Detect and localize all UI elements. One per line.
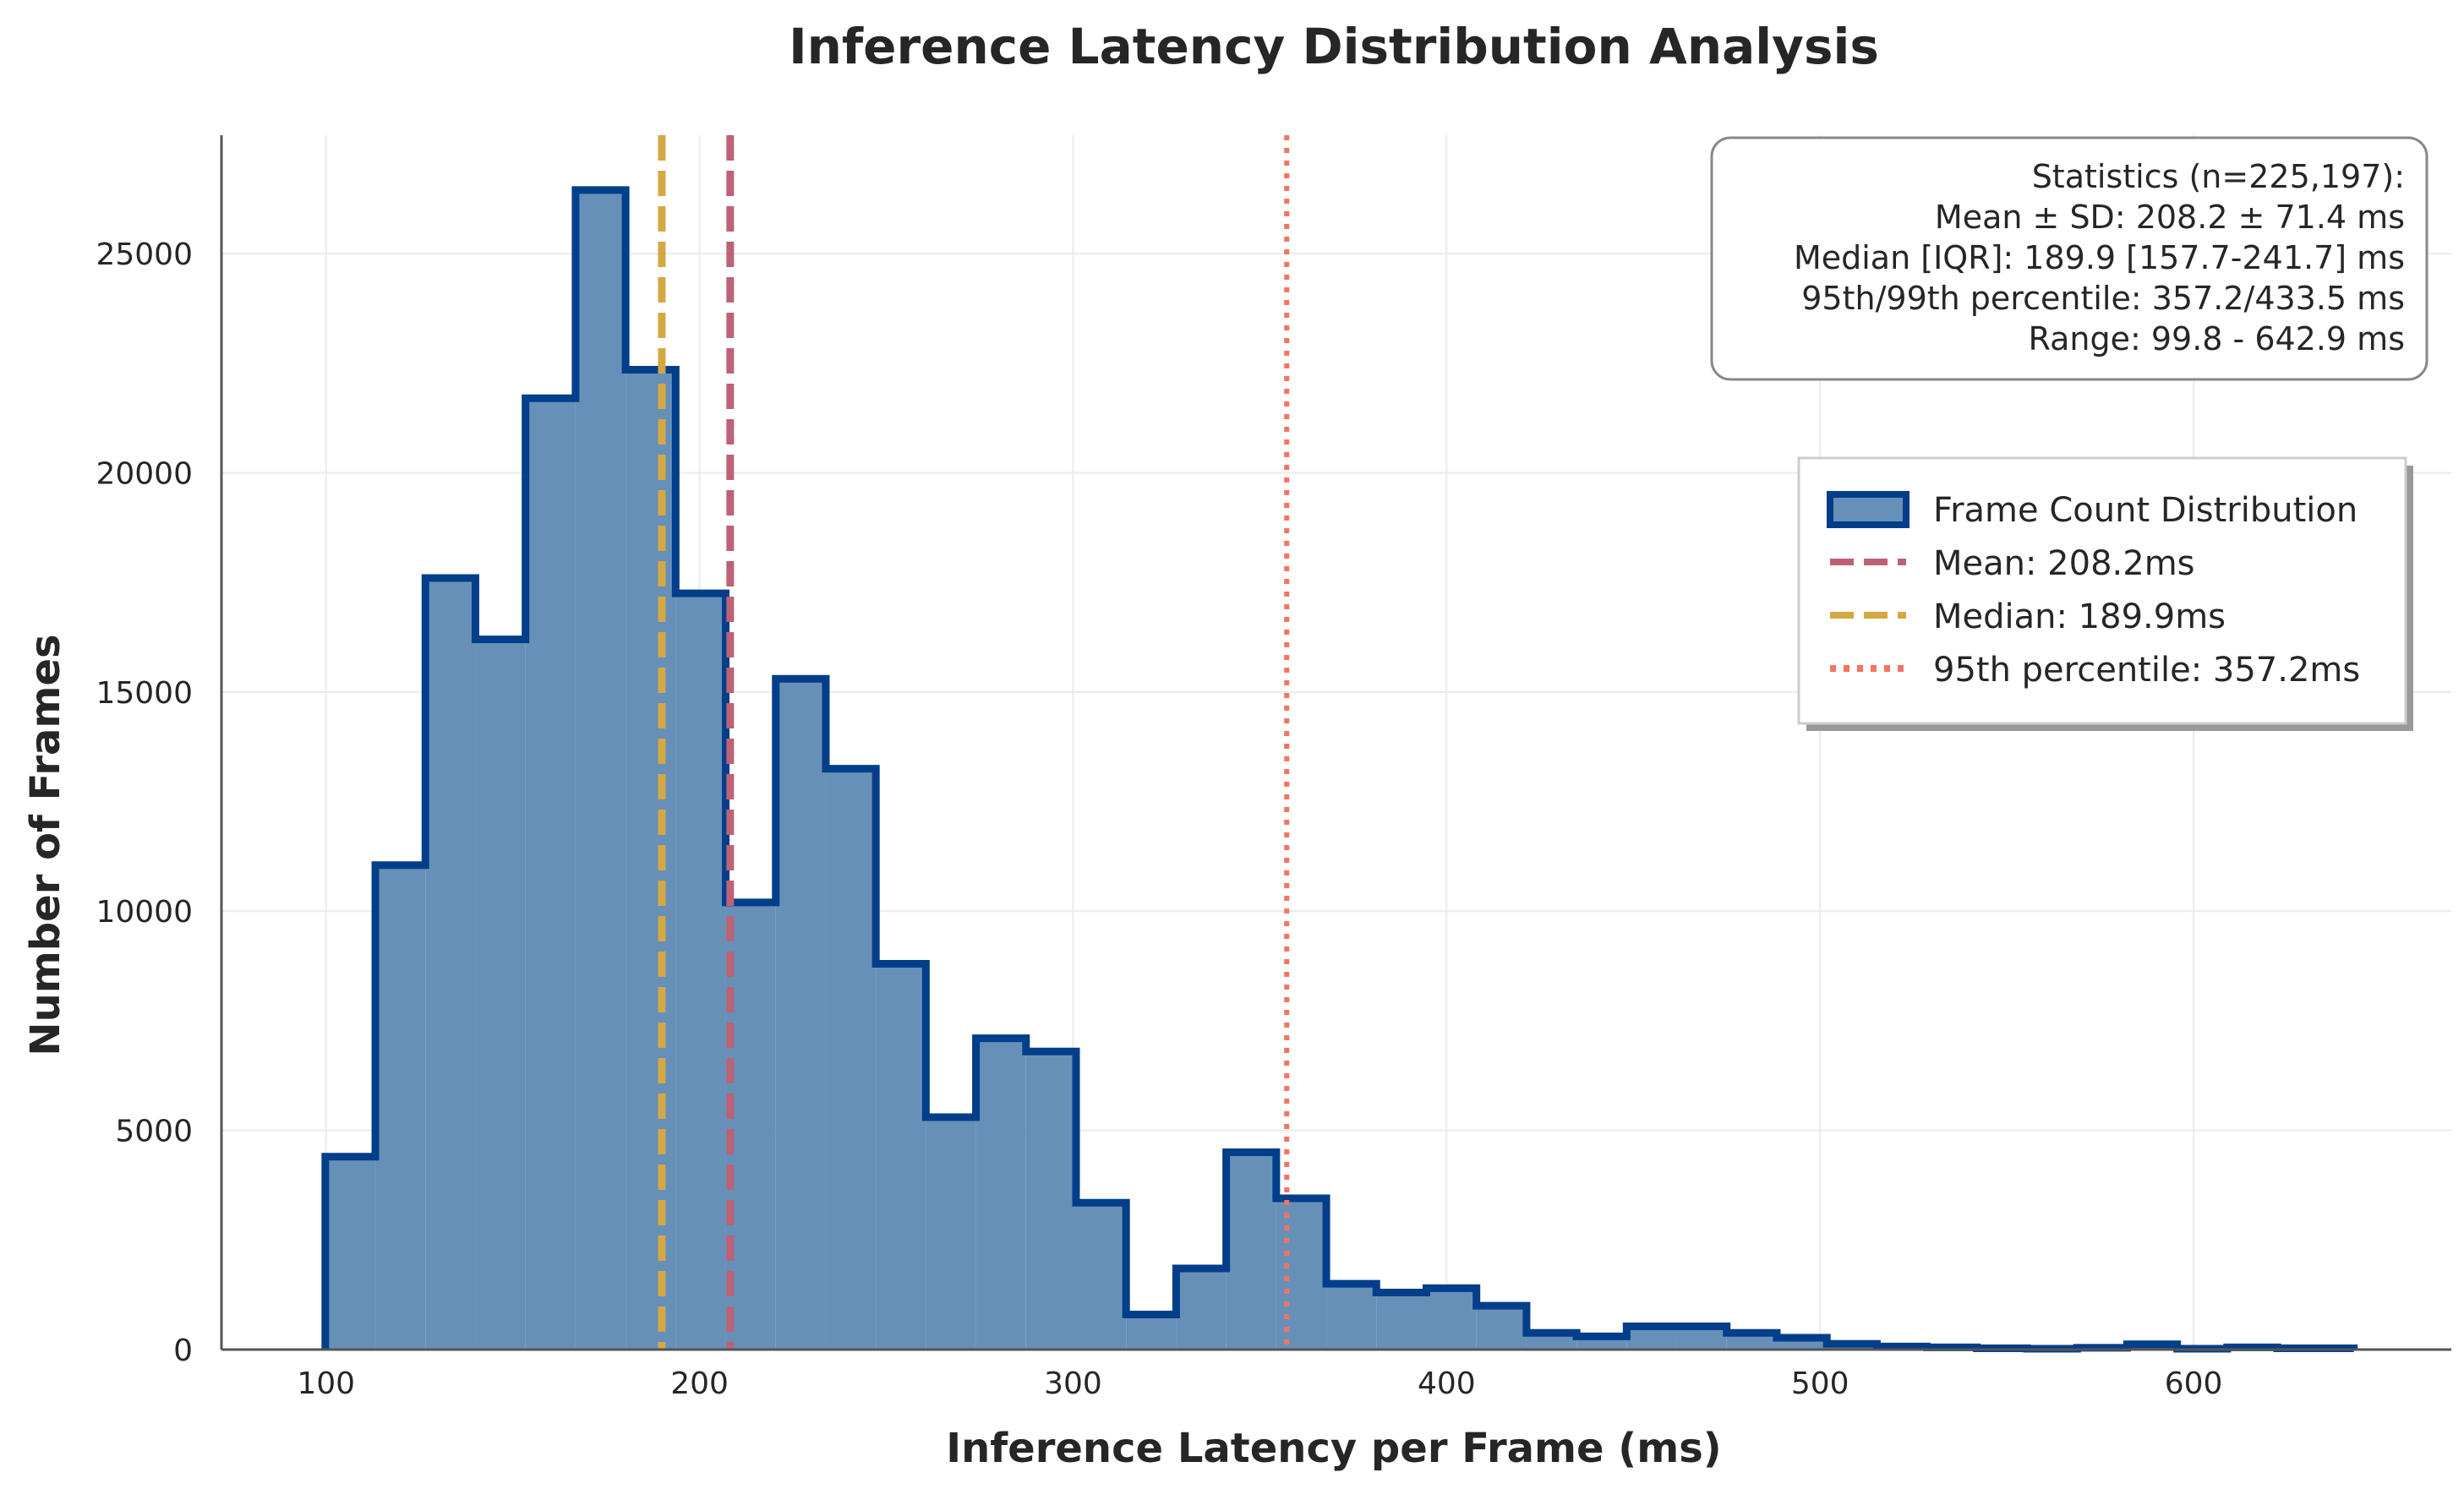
histogram-bar [1126, 1314, 1177, 1350]
axes: 100 200 300 400 500 600 0 5000 10000 15000 20000 25… [96, 135, 2451, 1401]
stats-line: Range: 99.8 - 642.9 ms [2029, 320, 2405, 357]
stats-line: 95th/99th percentile: 357.2/433.5 ms [1801, 280, 2405, 317]
y-tick-label: 10000 [96, 895, 193, 930]
x-tick-label: 600 [2165, 1366, 2223, 1401]
stats-line: Median [IQR]: 189.9 [157.7-241.7] ms [1794, 239, 2405, 276]
histogram-bar [425, 577, 476, 1350]
x-tick-label: 200 [670, 1366, 729, 1401]
histogram-bars [321, 186, 2358, 1353]
histogram-bar [1626, 1326, 1677, 1350]
legend-swatch-distribution [1827, 491, 1909, 528]
histogram-bar [825, 768, 877, 1350]
histogram-bar [975, 1038, 1026, 1350]
legend-label-median: Median: 189.9ms [1933, 597, 2226, 636]
histogram-bar [1076, 1203, 1127, 1350]
histogram-bar [725, 902, 776, 1350]
histogram-bar [926, 1117, 976, 1350]
y-tick-label: 5000 [115, 1115, 193, 1149]
legend-label-mean: Mean: 208.2ms [1933, 544, 2195, 583]
stats-line: Mean ± SD: 208.2 ± 71.4 ms [1935, 199, 2405, 236]
y-tick-label: 0 [173, 1334, 193, 1368]
histogram-bar [1025, 1051, 1077, 1350]
legend-label-distribution: Frame Count Distribution [1933, 491, 2357, 530]
statistics-box: Statistics (n=225,197): Mean ± SD: 208.2… [1710, 136, 2428, 381]
histogram-bar [1426, 1288, 1477, 1350]
histogram-bar [1276, 1198, 1327, 1350]
histogram-bar [575, 189, 626, 1350]
histogram-bar [1176, 1268, 1227, 1350]
chart-title: Inference Latency Distribution Analysis [789, 18, 1879, 75]
histogram-bar [675, 593, 726, 1350]
histogram-bar [375, 864, 426, 1350]
reference-lines [658, 135, 1290, 1350]
legend-label-p95: 95th percentile: 357.2ms [1933, 651, 2360, 690]
histogram-bar [525, 398, 576, 1350]
y-tick-label: 20000 [96, 456, 193, 491]
histogram-bar [775, 679, 826, 1350]
histogram-bar [1526, 1333, 1577, 1350]
y-axis-label: Number of Frames [22, 634, 69, 1055]
x-tick-label: 500 [1791, 1366, 1849, 1401]
histogram-bar [475, 639, 526, 1350]
histogram-bar [1726, 1333, 1777, 1350]
histogram-bar [1326, 1284, 1377, 1350]
y-tick-label: 15000 [96, 676, 193, 711]
x-axis-label: Inference Latency per Frame (ms) [946, 1425, 1722, 1472]
histogram-bar [1226, 1152, 1276, 1350]
x-tick-label: 100 [297, 1366, 355, 1401]
x-tick-label: 400 [1418, 1366, 1476, 1401]
histogram-bar [325, 1156, 376, 1350]
histogram-bar [1376, 1292, 1427, 1350]
histogram-bar [626, 369, 676, 1350]
x-tick-label: 300 [1044, 1366, 1102, 1401]
stats-line: Statistics (n=225,197): [2032, 158, 2405, 195]
histogram-bar [1476, 1306, 1527, 1350]
histogram-outline [321, 186, 2358, 1353]
histogram-bar [1676, 1326, 1727, 1350]
legend: Frame Count Distribution Mean: 208.2ms M… [1797, 456, 2413, 731]
histogram-bar [876, 963, 926, 1350]
y-tick-label: 25000 [96, 237, 193, 272]
